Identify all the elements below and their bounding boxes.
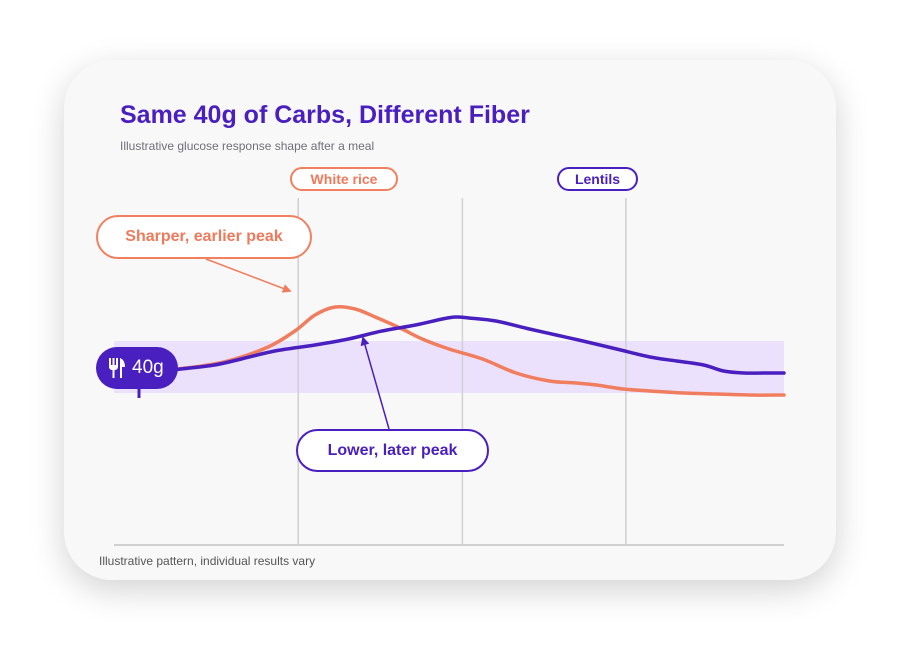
annotation-lower-peak: Lower, later peak <box>296 429 489 472</box>
legend-lentils: Lentils <box>557 167 638 191</box>
chart-subtitle: Illustrative glucose response shape afte… <box>120 139 375 153</box>
series-line-lentils <box>112 315 786 381</box>
annotation-arrow-lentils <box>360 336 390 430</box>
annotation-arrow-rice <box>205 258 292 293</box>
chart-card <box>64 60 836 580</box>
fork-knife-icon <box>108 357 126 379</box>
annotation-sharper-peak: Sharper, earlier peak <box>96 215 312 259</box>
legend-white-rice: White rice <box>290 167 398 191</box>
meal-marker-badge: 40g <box>96 347 178 389</box>
meal-marker-label: 40g <box>132 357 164 378</box>
series-line-white-rice <box>112 304 786 397</box>
chart-title: Same 40g of Carbs, Different Fiber <box>120 101 530 129</box>
footnote: Illustrative pattern, individual results… <box>99 554 316 568</box>
